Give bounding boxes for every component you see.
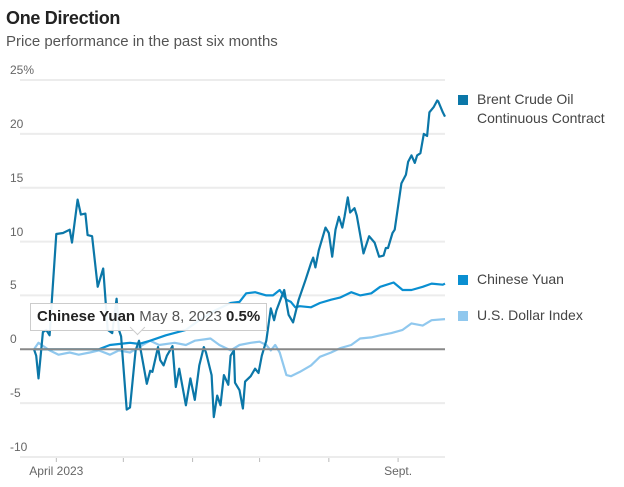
legend-swatch [458, 311, 468, 321]
y-tick-label: -10 [10, 440, 28, 454]
x-tick-label: Sept. [384, 464, 413, 478]
y-tick-label: -5 [10, 386, 21, 401]
y-tick-label: 0 [10, 332, 17, 347]
x-tick-label: April 2023 [29, 464, 84, 478]
chart-subtitle: Price performance in the past six months [6, 33, 278, 50]
legend-label: Continuous Contract [477, 110, 605, 126]
y-tick-label: 15 [10, 170, 24, 185]
y-tick-label: 5 [10, 278, 17, 293]
series-line-brent-crude-oil-continuous-contract [32, 99, 446, 419]
legend-label: U.S. Dollar Index [477, 307, 583, 323]
tooltip-date: May 8, 2023 [139, 308, 222, 325]
legend-label: Chinese Yuan [477, 271, 564, 287]
y-tick-label: 25% [10, 63, 35, 77]
legend-swatch [458, 95, 468, 105]
tooltip-series: Chinese Yuan [37, 308, 136, 325]
hover-tooltip: Chinese Yuan May 8, 2023 0.5% [30, 303, 268, 331]
y-tick-label: 20 [10, 116, 24, 131]
series-line-chinese-yuan [34, 281, 446, 351]
legend-swatch [458, 275, 468, 285]
series-line-u-s-dollar-index [33, 318, 446, 378]
legend-item[interactable]: Chinese Yuan [458, 270, 564, 289]
tooltip-value: 0.5% [226, 308, 261, 325]
legend-item[interactable]: U.S. Dollar Index [458, 306, 583, 325]
legend-label: Brent Crude Oil [477, 91, 574, 107]
legend-item[interactable]: Brent Crude Oil Continuous Contract [458, 90, 605, 128]
y-tick-label: 10 [10, 224, 24, 239]
chart-title: One Direction [6, 8, 121, 28]
